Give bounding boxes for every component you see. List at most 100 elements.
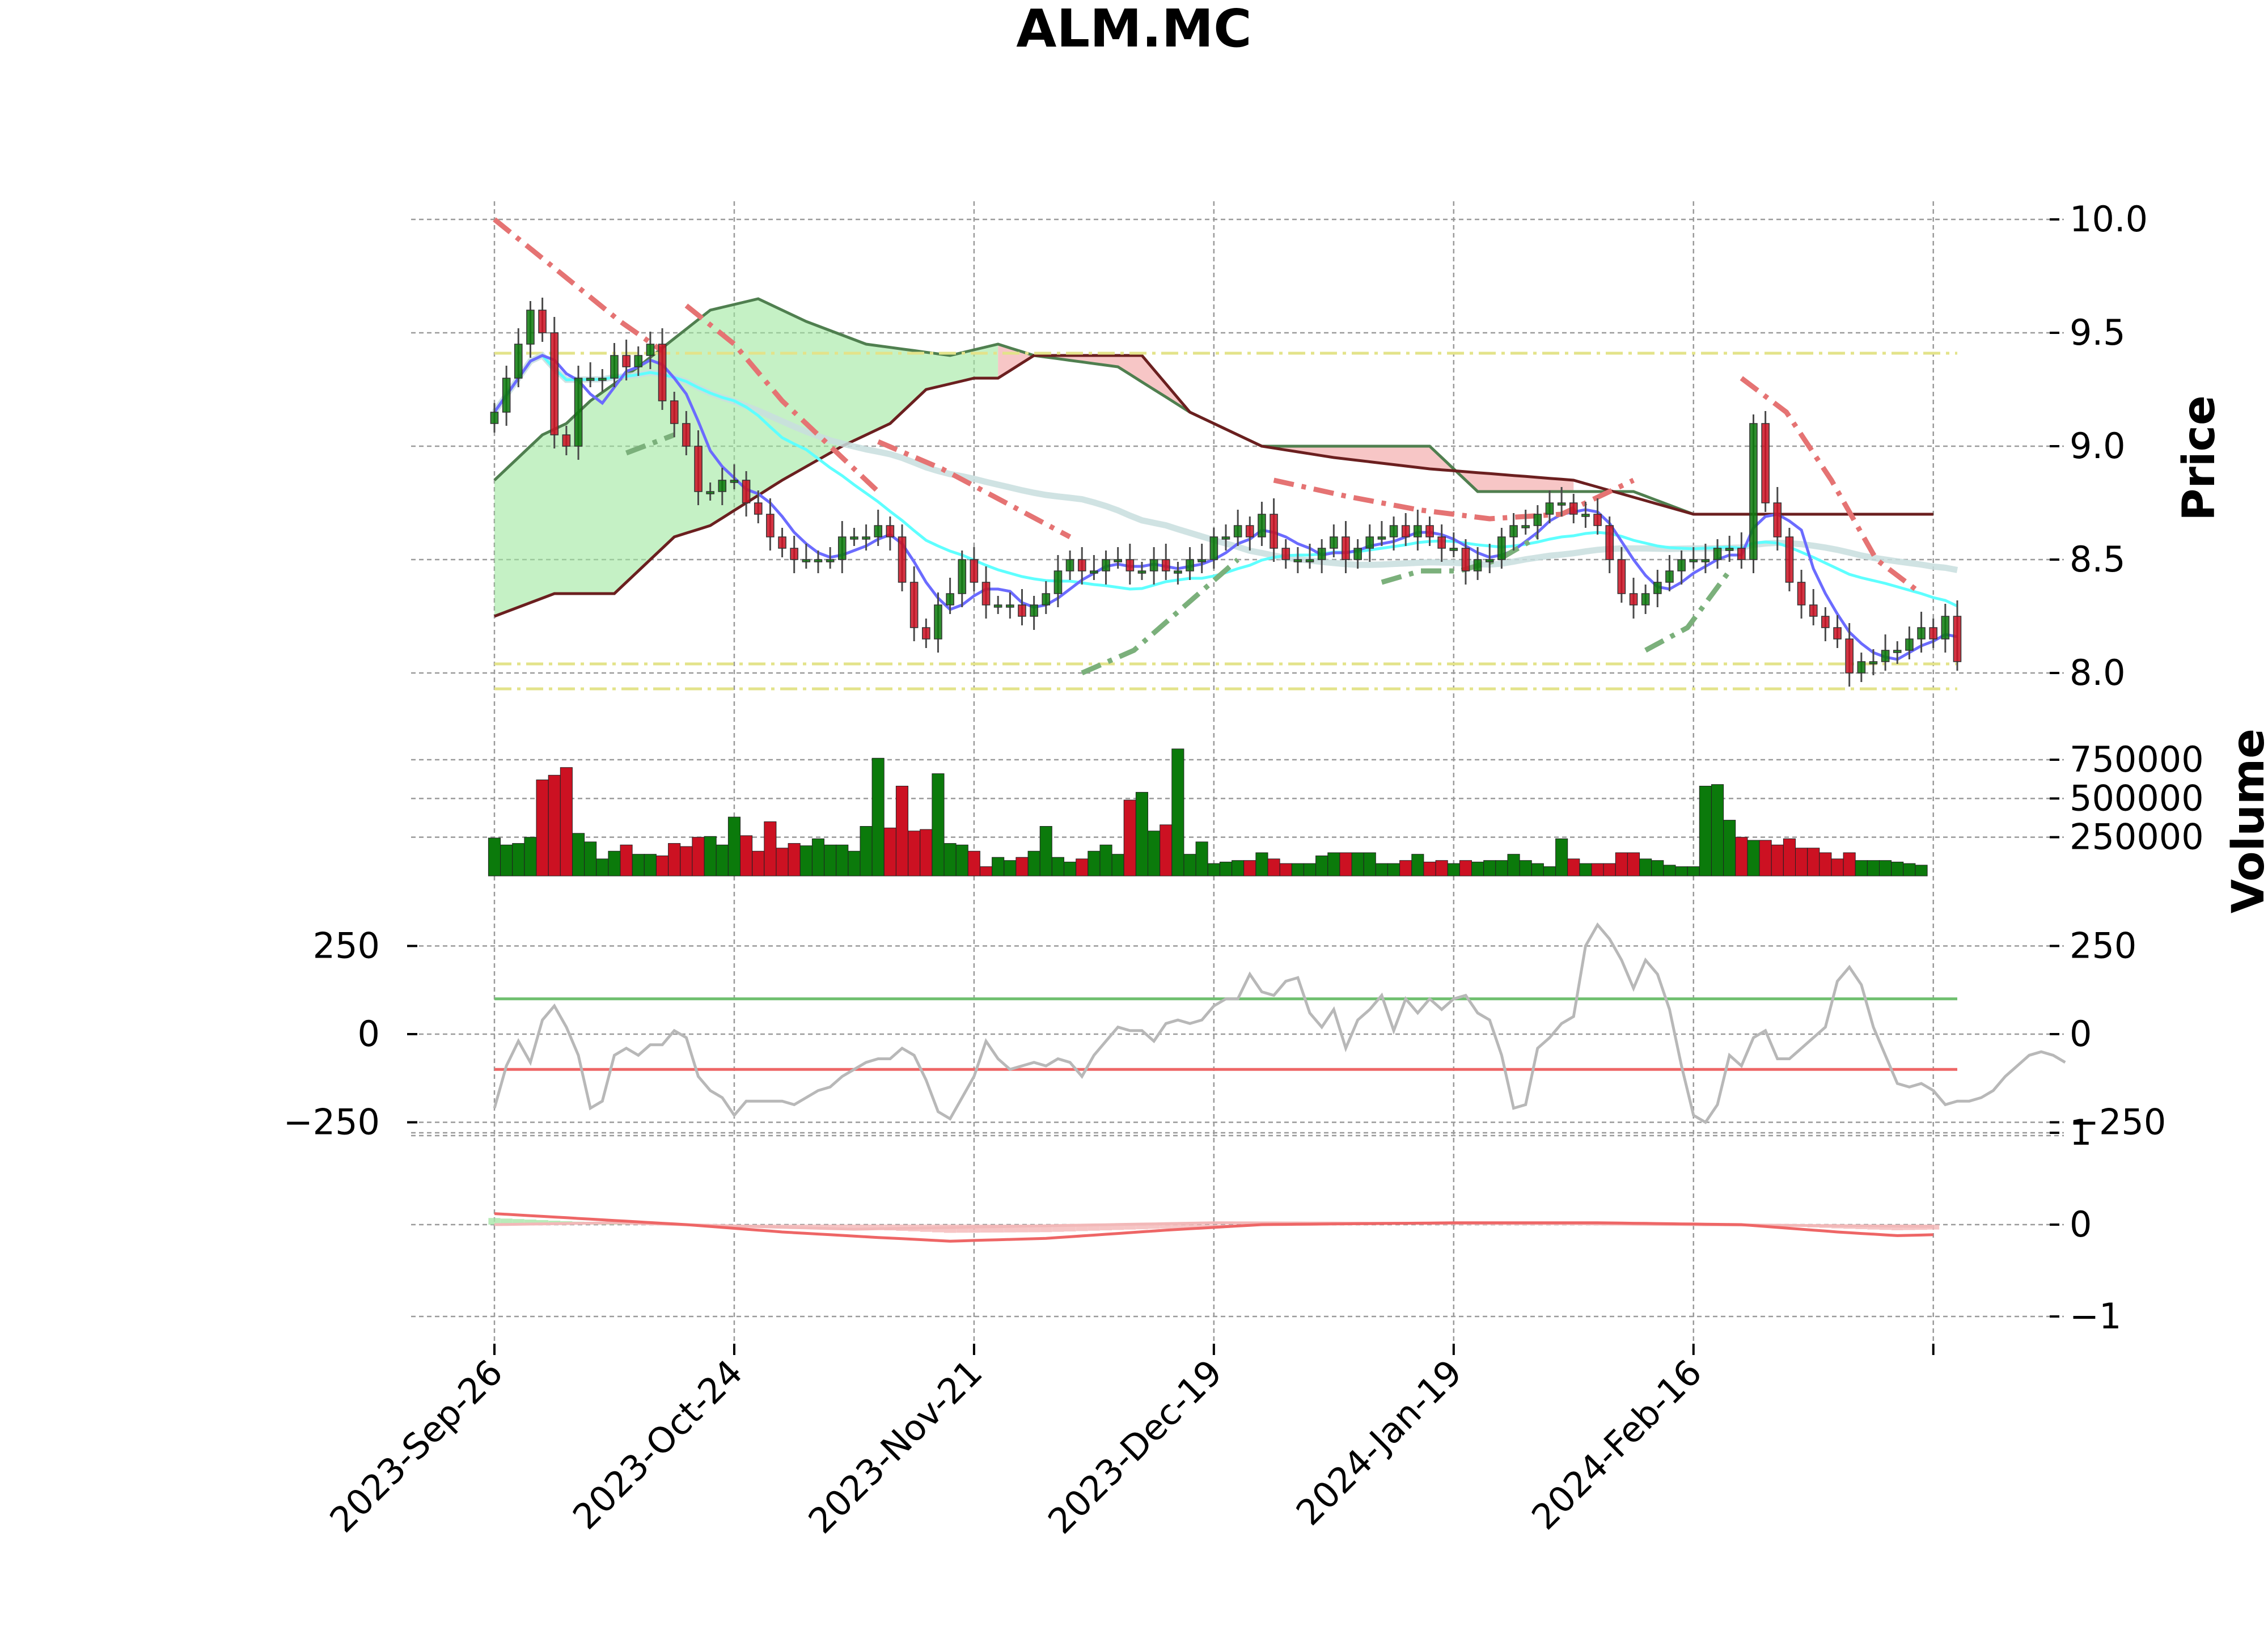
volume-bar (1160, 824, 1173, 877)
candle-body (1258, 514, 1266, 537)
candle-body (1006, 604, 1014, 608)
candle-body (1042, 593, 1051, 606)
trend-red-line (1740, 376, 1923, 596)
candle-body (670, 400, 679, 424)
trend-red-line (877, 439, 1072, 539)
volume-bar (1015, 857, 1029, 877)
volume-bar (740, 835, 753, 877)
candle-body (1677, 559, 1686, 571)
candle-body (1917, 627, 1926, 640)
volume-bar (1795, 848, 1808, 877)
candle-body (694, 446, 703, 492)
candle-body (1233, 525, 1242, 537)
trend-red-line (493, 217, 664, 353)
volume-bar (1759, 840, 1772, 877)
volume-bar (1399, 860, 1412, 877)
macd-histogram-bar (524, 1220, 536, 1225)
volume-tick-label: 500000 (2070, 777, 2204, 819)
volume-bar (620, 844, 633, 877)
candle-body (1629, 593, 1638, 606)
volume-bar (1483, 860, 1496, 877)
volume-bar (668, 843, 681, 877)
volume-bar (1495, 860, 1508, 877)
candle-body (1809, 604, 1818, 617)
date-tick-label: 2023-Sep-26 (321, 1352, 510, 1540)
volume-bar (776, 848, 789, 877)
candle-body (1353, 548, 1362, 560)
candle-body (1425, 525, 1434, 537)
candle-body (730, 480, 739, 483)
candle-body (634, 355, 643, 367)
candle-body (1773, 502, 1782, 537)
date-tick-label: 2024-Feb-16 (1524, 1352, 1710, 1538)
volume-bar (1255, 852, 1268, 877)
volume-bar (488, 837, 501, 877)
candle-body (610, 355, 619, 379)
candle-body (1461, 548, 1470, 571)
volume-bar (1855, 860, 1868, 877)
candlesticks (490, 298, 1962, 687)
price-tick-label: 10.0 (2070, 198, 2148, 240)
candle-body (850, 536, 858, 540)
candle-body (886, 525, 895, 537)
candle-body (706, 491, 714, 494)
volume-bar (1267, 858, 1280, 877)
volume-bar (848, 850, 861, 877)
candle-body (1797, 582, 1806, 606)
macd-histogram-bar (1184, 1225, 1196, 1228)
volume-bar (1747, 840, 1760, 877)
candle-body (1689, 559, 1698, 562)
volume-bar (1879, 860, 1892, 877)
volume-bar (1867, 860, 1880, 877)
candle-body (1053, 570, 1063, 594)
volume-bar (967, 850, 980, 877)
candle-body (766, 514, 775, 537)
date-tick-label: 2023-Oct-24 (565, 1352, 751, 1538)
candle-body (1186, 559, 1194, 571)
volume-bar (1651, 860, 1664, 877)
volume-bar (1831, 858, 1844, 877)
candle-body (790, 548, 798, 560)
macd-histogram-bar (860, 1225, 873, 1230)
candle-body (1330, 536, 1338, 549)
volume-bar (680, 846, 693, 877)
volume-bar (824, 844, 837, 877)
candle-body (1893, 650, 1902, 653)
volume-bar (1555, 838, 1568, 877)
macd-histogram-bar (1160, 1225, 1172, 1229)
candle-body (898, 536, 907, 583)
volume-bar (1615, 852, 1628, 877)
volume-bar (1675, 866, 1688, 877)
candle-body (1401, 525, 1410, 537)
volume-bar (656, 856, 669, 877)
volume-bar (1304, 863, 1317, 877)
volume-bar (1076, 858, 1089, 877)
volume-bar (512, 843, 525, 877)
candle-body (1845, 638, 1854, 674)
volume-bar (871, 757, 885, 877)
volume-bar (727, 816, 741, 877)
candle-body (1701, 559, 1710, 562)
volume-bar (1375, 863, 1388, 877)
candle-body (1149, 559, 1158, 571)
macd-histogram-bar (1171, 1225, 1184, 1229)
candle-body (658, 344, 667, 401)
volume-bar (1315, 856, 1328, 877)
candle-body (837, 536, 847, 560)
candle-body (718, 480, 727, 492)
candle-body (874, 525, 883, 537)
macd-histogram-bar (1088, 1225, 1100, 1231)
volume-bar (1567, 858, 1580, 877)
candle-body (1881, 650, 1890, 662)
candle-body (1569, 502, 1578, 515)
volume-bar (1411, 854, 1424, 877)
volume-axis-label: Volume (2223, 729, 2268, 913)
volume-bar (584, 841, 597, 877)
candle-body (754, 502, 763, 515)
candle-body (490, 412, 499, 424)
volume-bar (548, 774, 561, 877)
candle-body (1581, 514, 1590, 517)
volume-bar (811, 838, 825, 877)
candle-body (598, 378, 607, 381)
candle-body (814, 559, 823, 562)
